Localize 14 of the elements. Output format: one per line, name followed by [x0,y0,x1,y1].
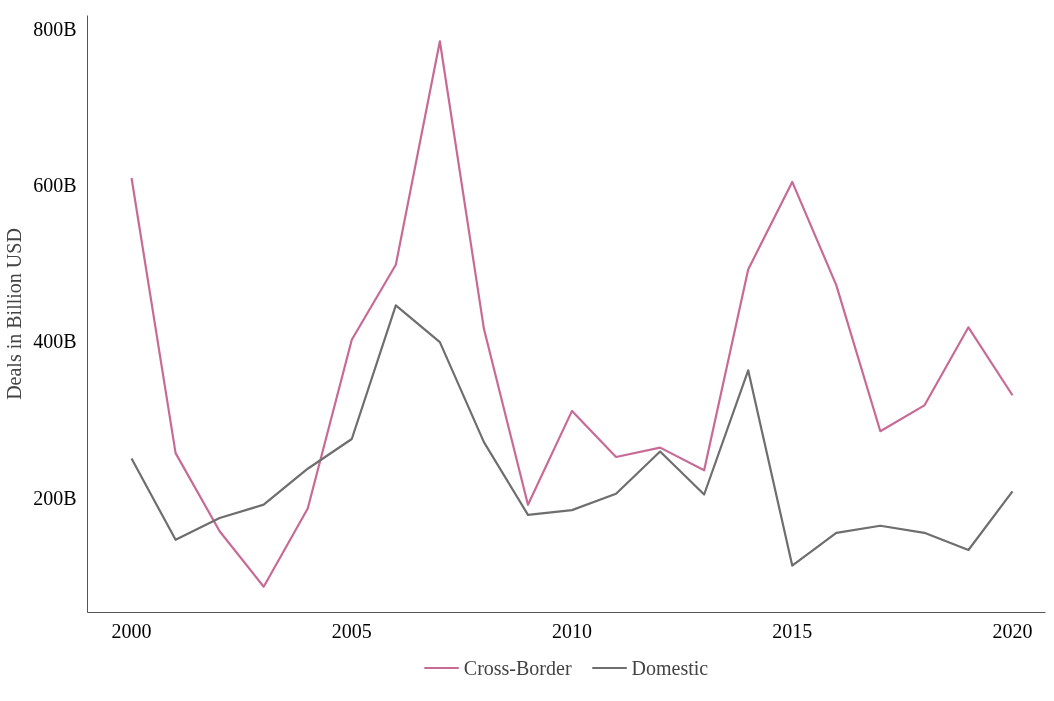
legend-label: Domestic [631,656,709,679]
y-axis-title: Deals in Billion USD [3,228,26,400]
y-tick-label: 200B [33,486,77,509]
y-tick-label: 600B [33,174,77,197]
x-tick-label: 2010 [552,619,593,642]
x-tick-label: 2020 [992,619,1033,642]
y-tick-label: 400B [33,330,77,353]
x-tick-label: 2015 [772,619,813,642]
legend-label: Cross-Border [463,656,572,679]
line-series [130,304,1014,567]
x-tick-label: 2000 [111,619,152,642]
y-tick-label: 800B [33,17,77,40]
line-series [130,40,1014,588]
x-tick-label: 2005 [331,619,372,642]
